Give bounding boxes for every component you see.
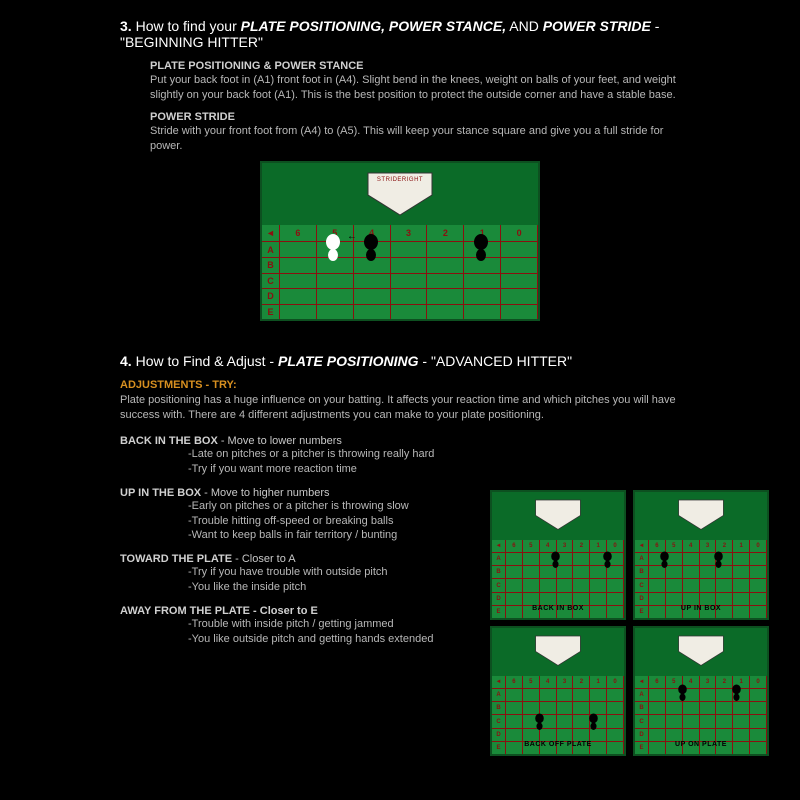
section3-header: 3. How to find your PLATE POSITIONING, P… xyxy=(120,18,680,50)
block2-title: POWER STRIDE xyxy=(150,111,680,123)
quad-diagrams: ◄6543210 A B C D E BACK IN BOX ◄6543210 … xyxy=(490,490,770,756)
plate-area: STRIDERIGHT xyxy=(262,163,538,225)
footprint-black-icon xyxy=(472,233,490,263)
mat-up-in-box: ◄6543210 A B C D E UP IN BOX xyxy=(633,490,769,620)
section4-header: 4. How to Find & Adjust - PLATE POSITION… xyxy=(120,353,680,369)
mat-caption: BACK IN BOX xyxy=(492,605,624,612)
mat-caption: UP ON PLATE xyxy=(635,741,767,748)
adjustments-title: ADJUSTMENTS - TRY: xyxy=(120,379,680,391)
arrow-icon: ← xyxy=(347,231,357,242)
mat-grid: ◄ 6 5 4 3 2 1 0 A B C D E xyxy=(262,225,538,319)
batting-mat-diagram: STRIDERIGHT ◄ 6 5 4 3 2 1 0 A B C D E xyxy=(260,161,540,321)
plate-positioning-block: PLATE POSITIONING & POWER STANCE Put you… xyxy=(150,60,680,103)
footprint-white-icon xyxy=(324,233,342,263)
adj-back-in-box: BACK IN THE BOX - Move to lower numbers … xyxy=(120,435,680,477)
block1-text: Put your back foot in (A1) front foot in… xyxy=(150,73,680,103)
mat-caption: BACK OFF PLATE xyxy=(492,741,624,748)
mat-up-on-plate: ◄6543210 A B C D E UP ON PLATE xyxy=(633,626,769,756)
footprint-black-icon xyxy=(362,233,380,263)
mat-caption: UP IN BOX xyxy=(635,605,767,612)
power-stride-block: POWER STRIDE Stride with your front foot… xyxy=(150,111,680,154)
home-plate-icon: STRIDERIGHT xyxy=(360,169,440,217)
mat-number-row: ◄ 6 5 4 3 2 1 0 xyxy=(262,225,538,241)
section3-number: 3. xyxy=(120,18,132,34)
mat-back-in-box: ◄6543210 A B C D E BACK IN BOX xyxy=(490,490,626,620)
mat-brand-label: STRIDERIGHT xyxy=(360,177,440,183)
block2-text: Stride with your front foot from (A4) to… xyxy=(150,124,680,154)
mat-letter-rows: A B C D E xyxy=(262,241,538,319)
section4-number: 4. xyxy=(120,353,132,369)
adjustments-intro: Plate positioning has a huge influence o… xyxy=(120,393,680,423)
block1-title: PLATE POSITIONING & POWER STANCE xyxy=(150,60,680,72)
mat-back-off-plate: ◄6543210 A B C D E BACK OFF PLATE xyxy=(490,626,626,756)
